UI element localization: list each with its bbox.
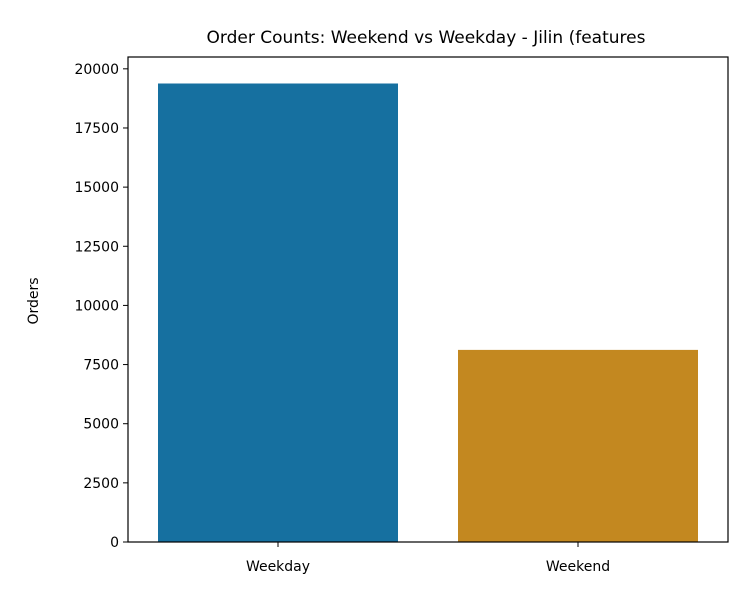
y-tick-label: 5000 — [83, 417, 119, 433]
y-tick-label: 2500 — [83, 476, 119, 492]
y-ticks-group: 0 2500 5000 7500 10000 12500 15000 17500 20000 — [74, 62, 128, 551]
x-tick-label: Weekend — [546, 559, 610, 575]
y-tick-label: 12500 — [74, 239, 119, 255]
y-tick-label: 10000 — [74, 298, 119, 314]
y-tick-label: 20000 — [74, 62, 119, 78]
x-tick-label: Weekday — [246, 559, 310, 575]
y-tick-label: 7500 — [83, 358, 119, 374]
bar-weekend — [458, 349, 698, 542]
y-tick-label: 0 — [110, 535, 119, 551]
plot-frame — [127, 56, 729, 543]
chart-title: Order Counts: Weekend vs Weekday - Jilin… — [207, 28, 646, 48]
y-tick-label: 15000 — [74, 180, 119, 196]
x-ticks-group: Weekday Weekend — [246, 542, 610, 575]
y-axis-label: Orders — [26, 277, 42, 324]
bars-group — [158, 83, 698, 542]
y-tick-label: 17500 — [74, 121, 119, 137]
bar-weekday — [158, 83, 398, 542]
